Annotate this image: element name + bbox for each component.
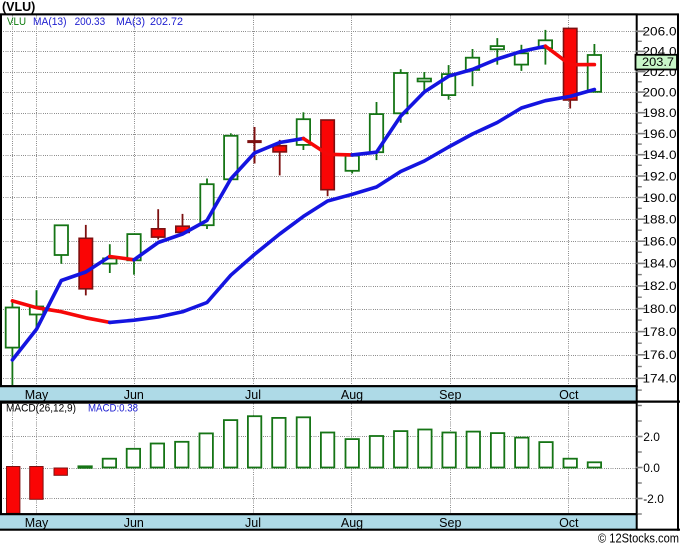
svg-text:196.0: 196.0 <box>643 127 677 141</box>
svg-text:188.0: 188.0 <box>643 213 677 227</box>
svg-text:MA(3): MA(3) <box>116 16 145 28</box>
svg-text:180.0: 180.0 <box>643 302 677 316</box>
svg-text:MA(13): MA(13) <box>33 16 67 28</box>
svg-text:200.0: 200.0 <box>643 85 677 99</box>
svg-text:May: May <box>25 388 49 402</box>
svg-text:Sep: Sep <box>439 516 461 530</box>
svg-text:178.0: 178.0 <box>643 325 677 339</box>
svg-text:190.0: 190.0 <box>643 191 677 205</box>
svg-text:174.0: 174.0 <box>643 372 677 386</box>
svg-text:Jun: Jun <box>124 516 144 530</box>
svg-text:MACD(26,12,9): MACD(26,12,9) <box>6 403 76 415</box>
svg-text:VLU: VLU <box>7 16 26 28</box>
svg-text:Jul: Jul <box>245 516 261 530</box>
svg-text:Aug: Aug <box>341 388 363 402</box>
svg-text:206.0: 206.0 <box>643 25 677 39</box>
svg-text:192.0: 192.0 <box>643 169 677 183</box>
svg-text:194.0: 194.0 <box>643 148 677 162</box>
svg-text:2.0: 2.0 <box>643 430 660 444</box>
svg-text:Oct: Oct <box>559 516 579 530</box>
svg-text:184.0: 184.0 <box>643 257 677 271</box>
svg-text:MACD:0.38: MACD:0.38 <box>88 403 138 415</box>
svg-text:Aug: Aug <box>341 516 363 530</box>
svg-text:Sep: Sep <box>439 388 461 402</box>
svg-text:May: May <box>25 516 49 530</box>
svg-text:186.0: 186.0 <box>643 235 677 249</box>
svg-text:0.0: 0.0 <box>643 461 660 475</box>
svg-text:202.72: 202.72 <box>150 16 183 28</box>
svg-text:Jul: Jul <box>245 388 261 402</box>
svg-text:203.7: 203.7 <box>642 55 674 69</box>
svg-text:176.0: 176.0 <box>643 348 677 362</box>
svg-text:200.33: 200.33 <box>75 16 106 28</box>
svg-text:Oct: Oct <box>559 388 579 402</box>
svg-text:198.0: 198.0 <box>643 106 677 120</box>
svg-text:© 12Stocks.com: © 12Stocks.com <box>598 532 679 546</box>
svg-text:Jun: Jun <box>124 388 144 402</box>
svg-text:182.0: 182.0 <box>643 279 677 293</box>
svg-text:(VLU): (VLU) <box>2 0 35 14</box>
svg-text:-2.0: -2.0 <box>643 492 664 506</box>
